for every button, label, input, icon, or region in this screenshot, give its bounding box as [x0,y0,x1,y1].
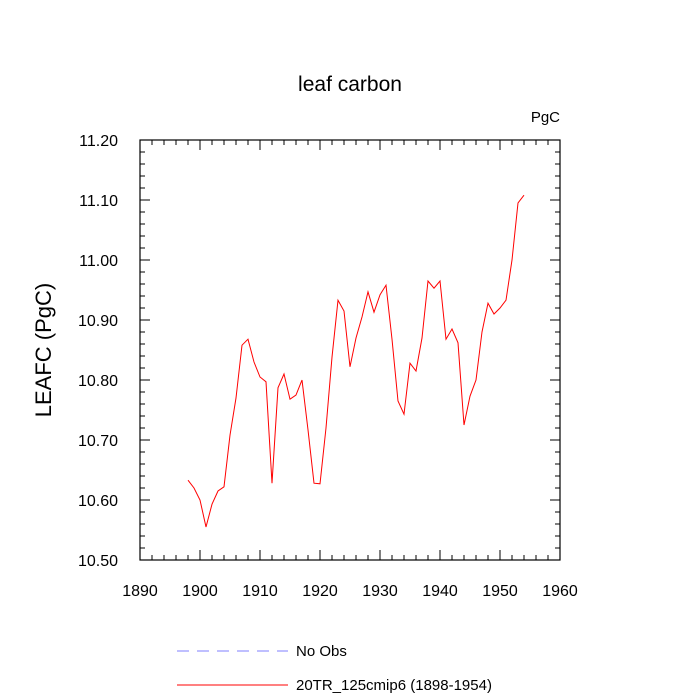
y-tick-label: 10.50 [78,553,118,570]
y-tick-label: 10.90 [78,313,118,330]
y-tick-label: 10.60 [78,493,118,510]
y-tick-label: 11.20 [79,133,118,150]
x-tick-label: 1940 [422,583,458,600]
x-tick-labels: 1890 1900 1910 1920 1930 1940 1950 1960 [122,583,578,600]
x-tick-label: 1890 [122,583,158,600]
x-tick-label: 1930 [362,583,398,600]
y-tick-labels: 10.50 10.60 10.70 10.80 10.90 11.00 11.10 11.20 [78,133,118,570]
x-tick-label: 1960 [542,583,578,600]
y-tick-label: 10.80 [78,373,118,390]
y-tick-label: 11.00 [79,253,118,270]
series-line [187,194,525,528]
legend-label-model: 20TR_125cmip6 (1898-1954) [296,677,492,694]
plot-frame [139,139,561,561]
y-tick-label: 11.10 [79,193,118,210]
y-tick-label: 10.70 [78,433,118,450]
x-tick-label: 1910 [242,583,278,600]
y-axis-label: LEAFC (PgC) [31,283,56,417]
x-tick-label: 1950 [482,583,518,600]
x-tick-label: 1900 [182,583,218,600]
axis-ticks [139,139,561,561]
x-tick-label: 1920 [302,583,338,600]
units-label: PgC [531,109,560,126]
series-lines [187,194,525,528]
legend-label-no-obs: No Obs [296,643,347,660]
legend: No Obs 20TR_125cmip6 (1898-1954) [177,643,492,694]
chart-title: leaf carbon [298,73,402,96]
